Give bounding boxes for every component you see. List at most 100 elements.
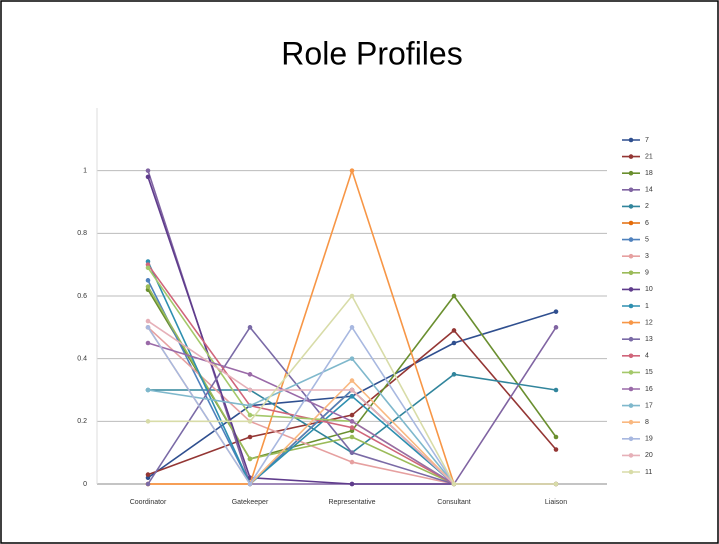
legend-marker <box>628 320 634 325</box>
point <box>145 318 151 324</box>
point <box>145 340 151 346</box>
legend-label: 15 <box>645 369 653 376</box>
legend-label: 8 <box>645 419 649 426</box>
point <box>247 419 253 424</box>
legend-label: 21 <box>645 153 653 160</box>
point <box>553 481 559 487</box>
legend-marker <box>628 287 634 292</box>
legend-marker <box>628 370 634 375</box>
point <box>247 387 253 393</box>
point <box>553 325 559 330</box>
point <box>349 434 355 440</box>
point <box>553 387 559 393</box>
point <box>247 372 253 377</box>
point <box>349 378 355 383</box>
legend-marker <box>628 303 634 309</box>
point <box>145 472 151 477</box>
legend-label: 19 <box>645 436 653 443</box>
legend-marker <box>628 187 634 193</box>
legend-marker <box>628 453 634 458</box>
point <box>247 412 253 418</box>
point <box>145 278 151 283</box>
point <box>349 450 355 455</box>
legend-label: 6 <box>645 220 649 227</box>
legend-label: 14 <box>645 187 653 194</box>
point <box>349 168 355 173</box>
point <box>553 447 559 452</box>
y-tick-label: 0 <box>83 481 87 488</box>
point <box>451 372 457 377</box>
point <box>145 387 151 393</box>
point <box>247 403 253 408</box>
y-tick-label: 0.2 <box>77 418 87 425</box>
point <box>145 419 151 424</box>
legend-label: 18 <box>645 170 653 177</box>
point <box>349 412 355 418</box>
point <box>349 393 355 399</box>
point <box>553 309 559 314</box>
legend-label: 17 <box>645 402 653 409</box>
legend-marker <box>628 270 634 276</box>
point <box>145 284 151 289</box>
chart-title: Role Profiles <box>281 35 462 71</box>
x-tick-label: Representative <box>328 499 375 506</box>
point <box>247 434 253 440</box>
legend-label: 2 <box>645 203 649 210</box>
point <box>247 456 253 462</box>
legend-marker <box>628 220 634 226</box>
x-tick-label: Gatekeeper <box>232 499 269 506</box>
legend-marker <box>628 469 634 475</box>
legend-label: 13 <box>645 336 653 343</box>
y-tick-label: 0.4 <box>77 356 87 363</box>
legend-marker <box>628 386 634 392</box>
point <box>349 481 355 487</box>
point <box>349 325 355 330</box>
point <box>247 325 253 330</box>
x-tick-label: Liaison <box>545 499 567 506</box>
point <box>145 174 151 180</box>
point <box>145 481 151 487</box>
legend-label: 12 <box>645 319 653 326</box>
point <box>451 328 457 333</box>
legend-marker <box>628 353 634 359</box>
x-tick-label: Coordinator <box>130 499 167 506</box>
point <box>145 168 151 173</box>
legend-marker <box>628 253 634 259</box>
legend-label: 16 <box>645 386 653 393</box>
legend-label: 4 <box>645 353 649 360</box>
legend-marker <box>628 154 634 159</box>
legend-marker <box>628 336 634 342</box>
point <box>145 265 151 271</box>
y-tick-label: 1 <box>83 168 87 175</box>
legend-label: 3 <box>645 253 649 260</box>
legend-marker <box>628 419 634 425</box>
legend-marker <box>628 436 634 442</box>
legend-marker <box>628 170 634 176</box>
point <box>451 481 457 487</box>
point <box>553 434 559 440</box>
legend-label: 9 <box>645 270 649 277</box>
point <box>451 340 457 346</box>
legend-label: 20 <box>645 452 653 459</box>
point <box>349 293 355 299</box>
point <box>349 459 355 465</box>
legend-marker <box>628 204 634 209</box>
point <box>349 425 355 430</box>
y-tick-label: 0.6 <box>77 293 87 300</box>
point <box>247 481 253 487</box>
point <box>145 325 151 330</box>
point <box>349 387 355 393</box>
y-tick-label: 0.8 <box>77 230 87 237</box>
x-tick-label: Consultant <box>437 499 471 506</box>
point <box>349 419 355 424</box>
legend-marker <box>628 403 634 408</box>
point <box>349 356 355 361</box>
point <box>451 293 457 299</box>
legend-marker <box>628 237 634 242</box>
legend-label: 10 <box>645 286 653 293</box>
legend-label: 7 <box>645 137 649 144</box>
legend-label: 11 <box>645 469 652 476</box>
